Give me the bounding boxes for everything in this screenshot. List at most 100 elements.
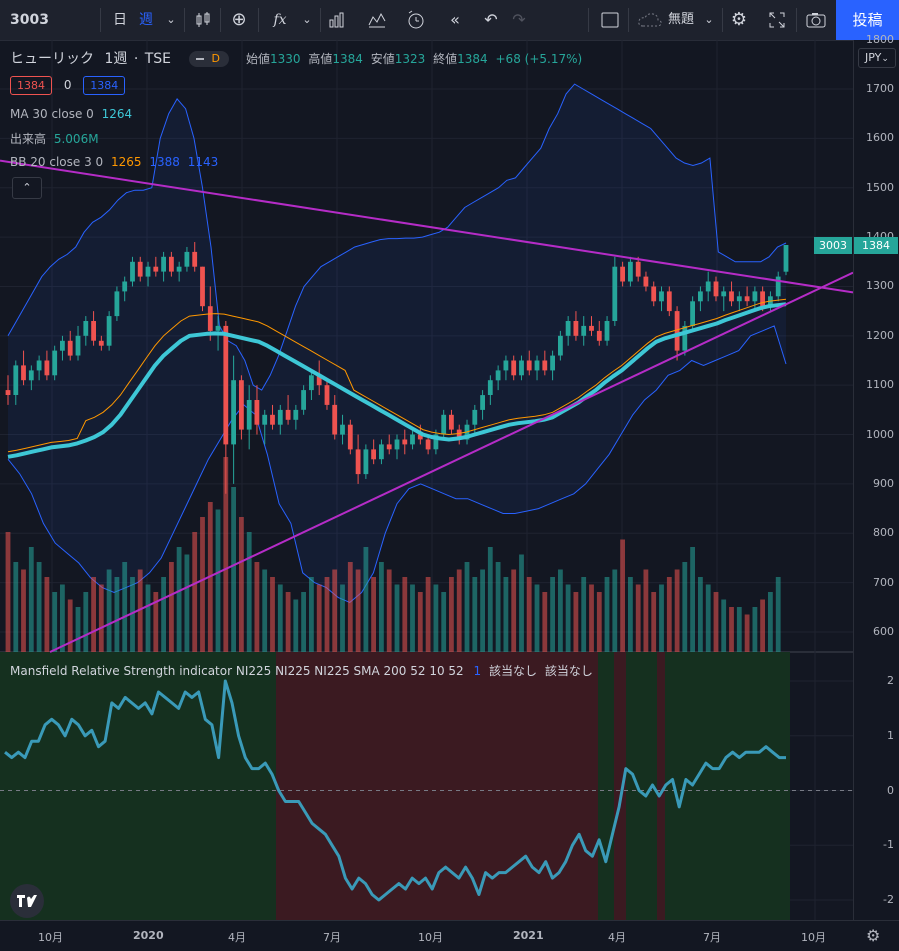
volume-bar [301, 592, 306, 652]
candle-body [262, 414, 268, 425]
volume-bar [402, 577, 408, 652]
indicators-button[interactable]: fx [273, 12, 287, 28]
candle-body [495, 370, 501, 381]
toolbar-divider [722, 8, 723, 32]
redo-icon[interactable]: ↷ [512, 10, 526, 29]
ma-legend[interactable]: MA 30 close 0 1264 [10, 107, 132, 121]
volume-legend[interactable]: 出来高 5.006M [10, 130, 99, 147]
open-value: 1330 [269, 52, 301, 66]
price-axis[interactable]: 1800170016001500140013001200110010009008… [853, 33, 899, 920]
candle-body [13, 365, 19, 395]
candle-body [698, 291, 703, 302]
volume-bar [519, 554, 524, 652]
volume-bar [169, 562, 174, 652]
currency-select[interactable]: JPY⌄ [858, 48, 896, 68]
toolbar-divider [220, 8, 221, 32]
undo-icon[interactable]: ↶ [484, 10, 498, 29]
candle-body [721, 291, 727, 297]
volume-bar [635, 584, 641, 652]
interval-chevron-down-icon[interactable]: ⌄ [166, 13, 176, 26]
tradingview-logo[interactable] [10, 884, 44, 918]
mansfield-rs-path [4, 679, 786, 902]
alert-clock-icon[interactable] [404, 0, 428, 40]
volume-bar [60, 584, 65, 652]
window-icon [601, 12, 619, 28]
trade-buttons: 1384 0 1384 [10, 76, 126, 95]
high-value: 1384 [332, 52, 363, 66]
candle-body [293, 409, 299, 420]
timezone-gear-icon[interactable]: ⚙ [866, 926, 881, 945]
mansfield-na-1: 該当なし [489, 664, 538, 678]
toolbar-divider [796, 8, 797, 32]
candle-body [713, 281, 719, 297]
volume-bar [651, 592, 657, 652]
publish-button[interactable]: 投稿 [836, 0, 899, 40]
candle-body [410, 434, 415, 445]
symbol-search-button[interactable]: 3003 [10, 12, 49, 28]
candle-body [301, 390, 306, 410]
candle-body [223, 325, 229, 445]
fullscreen-icon[interactable] [766, 0, 788, 40]
candle-body [231, 380, 236, 445]
volume-bar [114, 577, 120, 652]
snapshot-camera-icon[interactable] [804, 0, 828, 40]
layout-select-icon[interactable] [598, 0, 622, 40]
financials-icon[interactable] [326, 0, 348, 40]
candle-body [169, 256, 174, 272]
volume-bar [736, 607, 742, 652]
replay-rewind-icon[interactable]: « [450, 10, 460, 29]
price-axis-label: 1000 [866, 427, 894, 441]
candles[interactable] [5, 242, 789, 494]
volume-bar [83, 592, 89, 652]
collapse-legend-chevron-up-icon[interactable]: ⌃ [12, 177, 42, 199]
volume-bar [503, 577, 509, 652]
time-axis[interactable]: 10月 2020 4月 7月 10月 2021 4月 7月 10月 ⚙ [0, 920, 899, 951]
add-compare-icon[interactable]: ⊕ [231, 9, 247, 30]
mansfield-legend[interactable]: Mansfield Relative Strength indicator NI… [10, 662, 593, 679]
indicators-chevron-down-icon[interactable]: ⌄ [302, 13, 312, 26]
candle-body [184, 251, 190, 267]
volume-bar [542, 592, 548, 652]
sell-button[interactable]: 1384 [10, 76, 52, 95]
interval-week-button[interactable]: 週 [139, 12, 153, 28]
symbol-name: ヒューリック [10, 51, 94, 67]
time-axis-label: 4月 [608, 931, 626, 944]
candle-body [176, 266, 182, 272]
top-toolbar: 3003 日 週 ⌄ ⊕ fx ⌄ « ↶ ↷ 無題 ⌄ ⚙ 投稿 [0, 0, 899, 41]
delay-badge[interactable]: D [189, 51, 230, 67]
interval-day-button[interactable]: 日 [113, 12, 127, 28]
settings-gear-icon[interactable]: ⚙ [730, 9, 748, 30]
candle-body [519, 360, 524, 376]
volume-bar [643, 569, 649, 652]
trendlines[interactable] [0, 159, 853, 653]
candle-body [153, 266, 159, 272]
volume-bar [44, 577, 50, 652]
low-label: 安値 [370, 52, 395, 66]
candle-body [441, 414, 447, 435]
volume-bar [153, 592, 159, 652]
volume-bar [456, 569, 462, 652]
main-chart-canvas[interactable] [0, 40, 853, 920]
bb-legend[interactable]: BB 20 close 3 0 1265 1388 1143 [10, 155, 218, 169]
time-axis-label: 4月 [228, 931, 246, 944]
candle-body [21, 365, 26, 381]
candle-style-icon[interactable] [192, 0, 214, 40]
cloud-icon [634, 0, 666, 40]
volume-bar [589, 584, 594, 652]
candle-body [75, 335, 81, 356]
layout-name[interactable]: 無題 [667, 12, 694, 27]
candle-body [83, 321, 89, 336]
candle-body [596, 330, 602, 341]
volume-bar [441, 592, 447, 652]
templates-icon[interactable] [366, 0, 388, 40]
candle-body [550, 355, 555, 371]
time-axis-label: 2020 [133, 929, 164, 942]
layout-chevron-down-icon[interactable]: ⌄ [704, 13, 714, 26]
volume-bar [495, 562, 501, 652]
buy-button[interactable]: 1384 [83, 76, 126, 95]
volume-bar [332, 569, 338, 652]
volume-bar [752, 607, 758, 652]
candle-body [98, 340, 104, 346]
bar-chart-icon [329, 12, 344, 28]
candle-body [207, 306, 213, 331]
